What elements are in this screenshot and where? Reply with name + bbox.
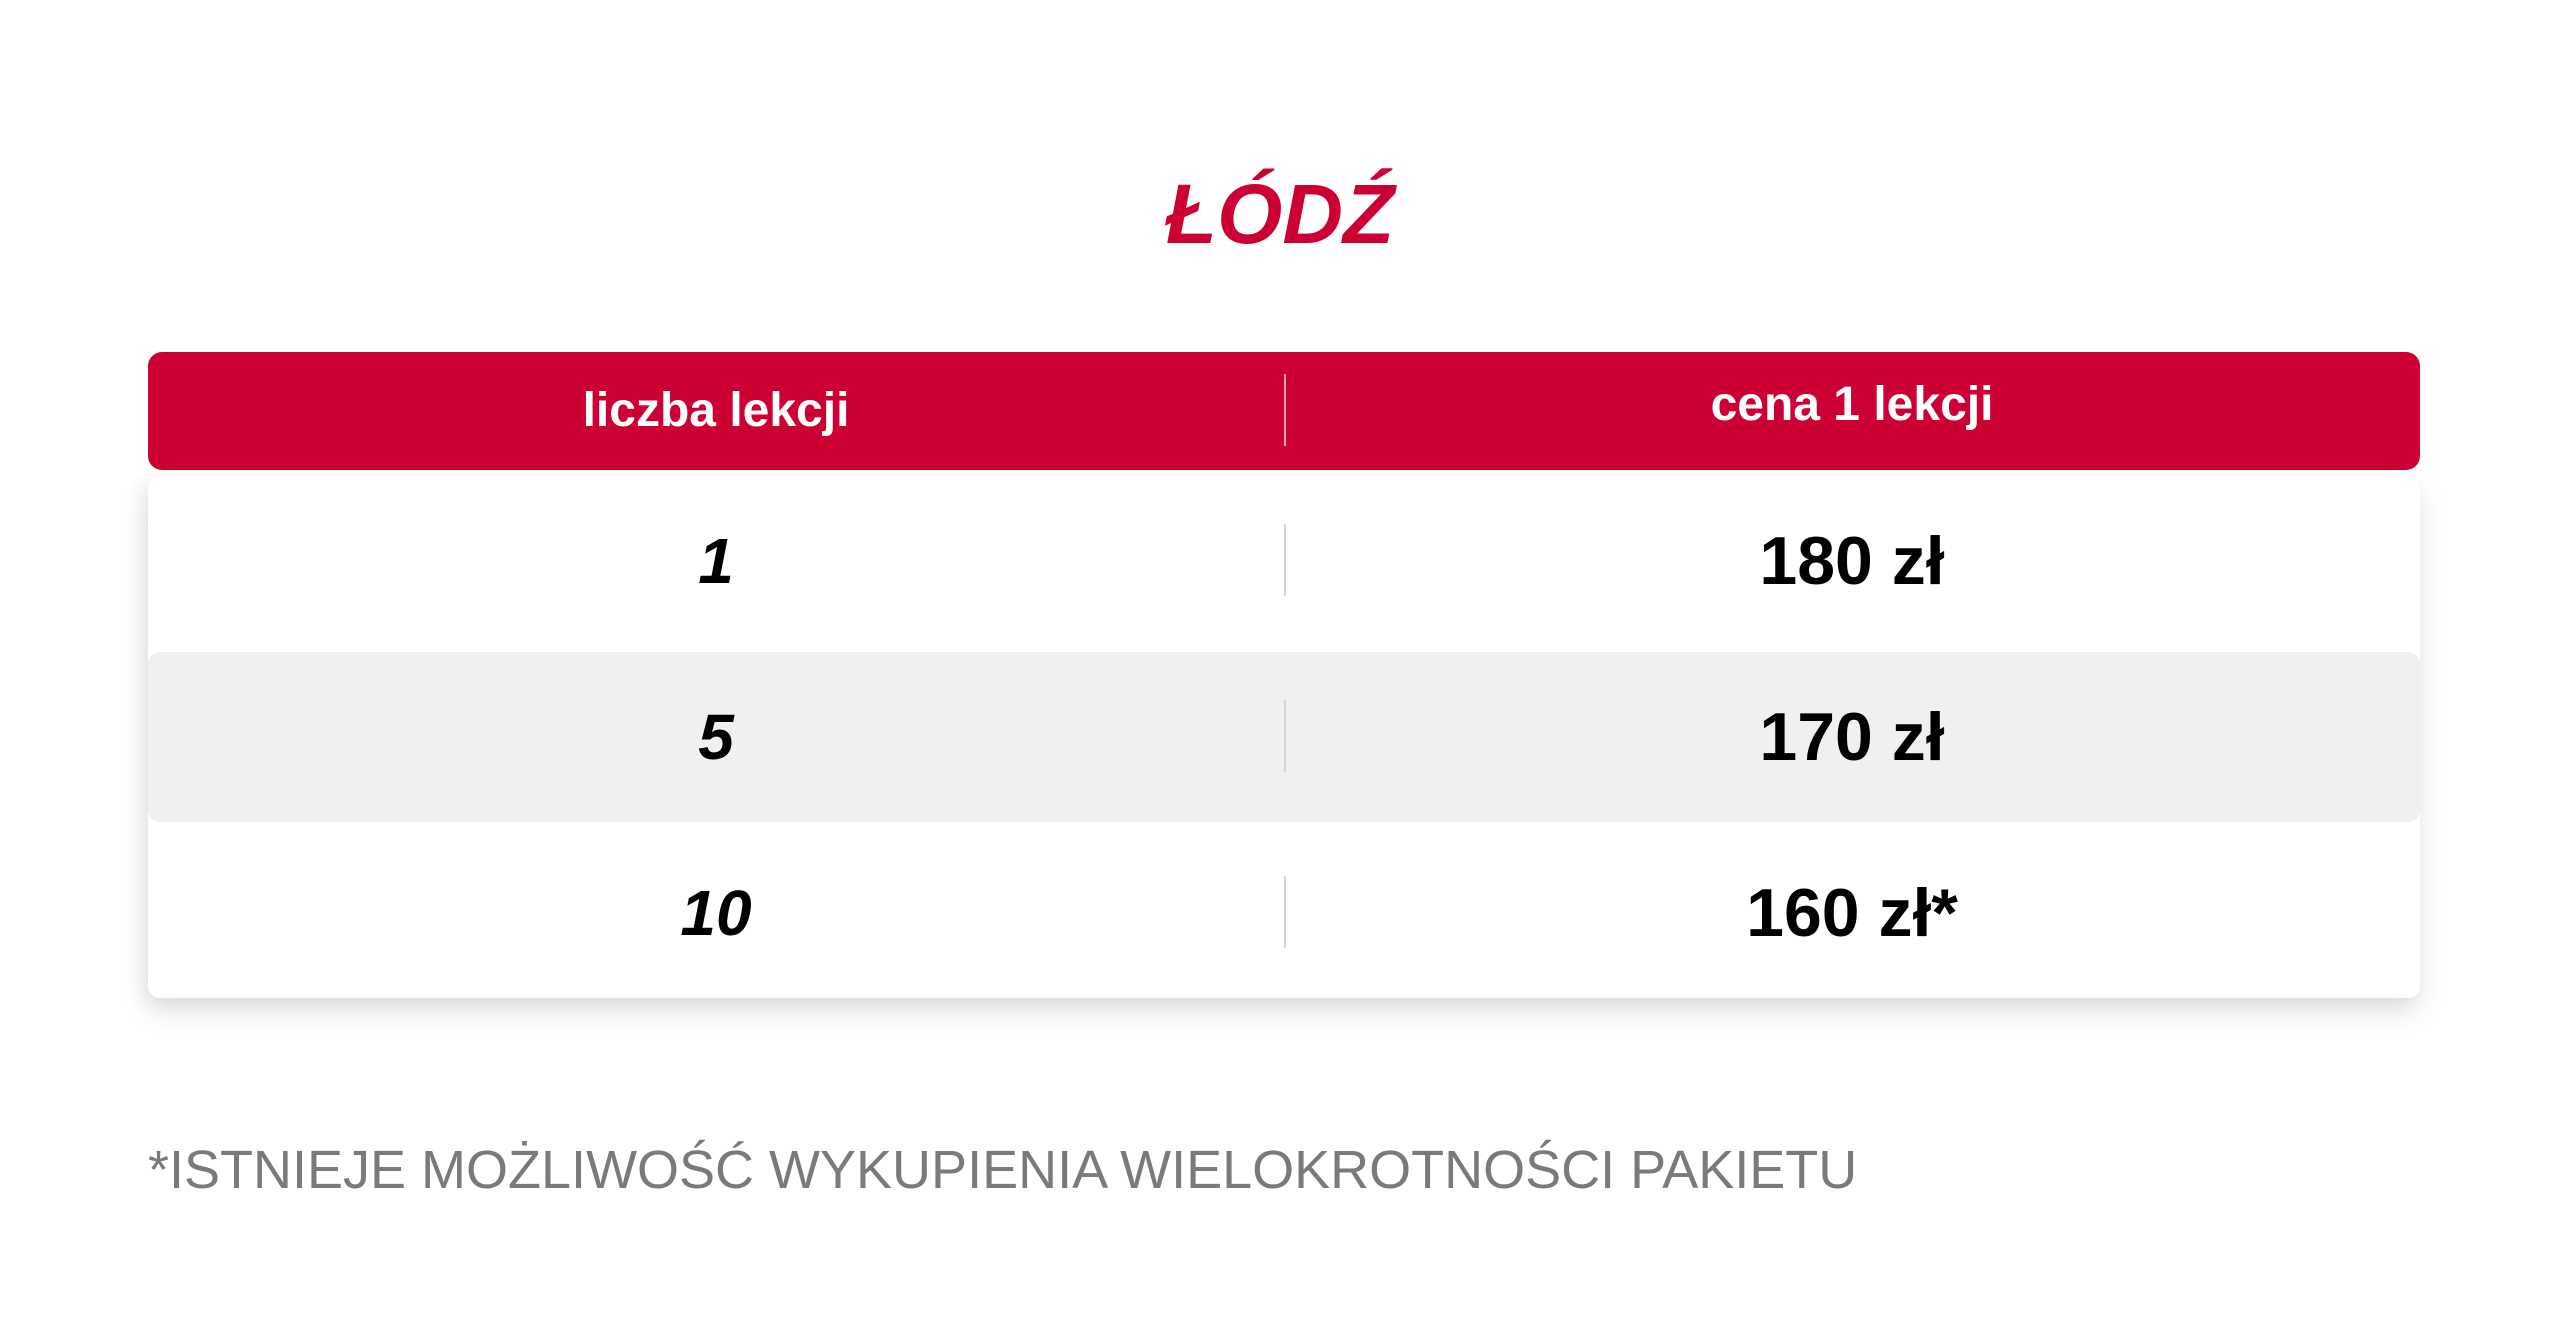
- price-cell: 160 zł*: [1746, 875, 1958, 951]
- city-title: ŁÓDŹ: [1165, 167, 1395, 261]
- footnote: *ISTNIEJE MOŻLIWOŚĆ WYKUPIENIA WIELOKROT…: [148, 1140, 1858, 1200]
- lessons-count-cell: 10: [680, 877, 752, 949]
- row-divider: [1284, 700, 1286, 772]
- table-row: 1 180 zł: [148, 476, 2420, 646]
- price-cell: 180 zł: [1759, 523, 1945, 599]
- row-divider: [1284, 876, 1286, 948]
- row-divider: [1284, 524, 1286, 596]
- table-row: 10 160 zł*: [148, 828, 2420, 998]
- lessons-count-cell: 5: [698, 701, 734, 773]
- lessons-count-cell: 1: [698, 525, 734, 597]
- table-body: 1 180 zł 5 170 zł 10 160 zł*: [148, 476, 2420, 998]
- table-row: 5 170 zł: [148, 652, 2420, 822]
- header-lesson-price: cena 1 lekcji: [1710, 378, 1994, 431]
- header-lessons-count: liczba lekcji: [582, 384, 850, 437]
- price-cell: 170 zł: [1759, 699, 1945, 775]
- table-header: liczba lekcji cena 1 lekcji: [148, 352, 2420, 470]
- price-table: liczba lekcji cena 1 lekcji 1 180 zł 5 1…: [148, 352, 2420, 998]
- header-divider: [1284, 374, 1286, 446]
